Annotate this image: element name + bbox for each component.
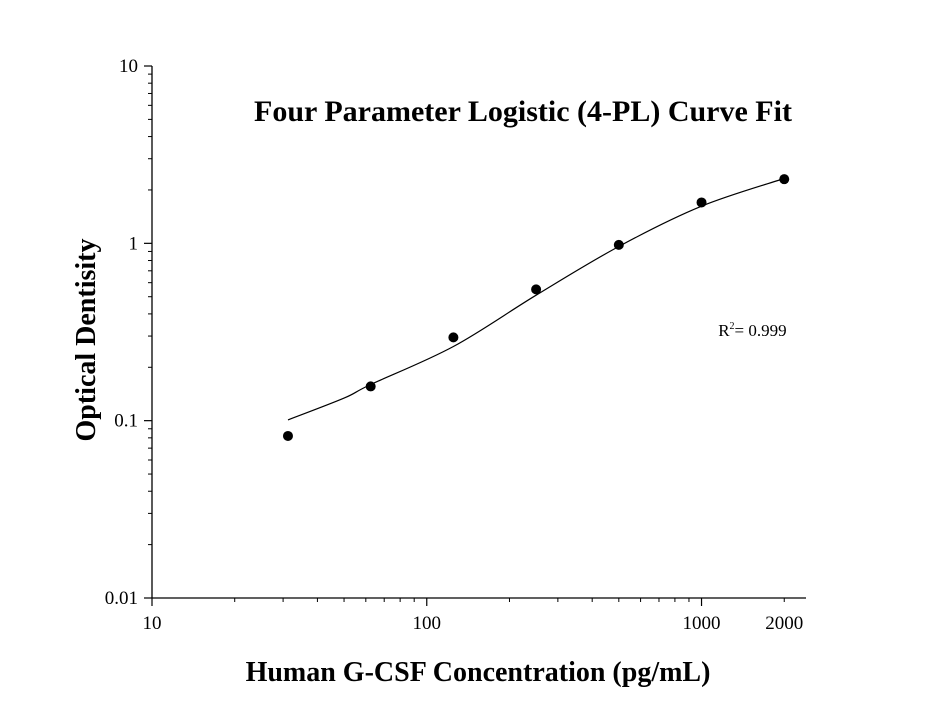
- chart-title: Four Parameter Logistic (4-PL) Curve Fit: [254, 95, 792, 128]
- ticks: [144, 65, 785, 606]
- data-point: [282, 430, 293, 441]
- data-point: [448, 332, 459, 343]
- data-point: [365, 381, 376, 392]
- y-axis-title: Optical Dentisity: [71, 239, 102, 442]
- data-point: [613, 239, 624, 250]
- x-tick-label: 2000: [765, 613, 803, 634]
- x-tick-label: 1000: [683, 613, 721, 634]
- tick-labels: 0.01 0.1 1 10 10 100 1000 2000: [105, 56, 803, 634]
- fit-curve: [287, 177, 785, 421]
- x-axis-title: Human G-CSF Concentration (pg/mL): [246, 657, 711, 688]
- y-tick-label: 0.01: [105, 588, 138, 609]
- data-points: [282, 174, 790, 441]
- data-point: [779, 174, 790, 185]
- r-value: = 0.999: [735, 321, 787, 340]
- data-point: [531, 284, 542, 295]
- y-tick-label: 0.1: [114, 411, 138, 432]
- data-point: [696, 197, 707, 208]
- axes: [151, 66, 806, 599]
- r-exponent: 2: [730, 321, 735, 332]
- r-squared-annotation: R2= 0.999: [718, 321, 786, 340]
- x-tick-label: 100: [413, 613, 442, 634]
- y-tick-label: 10: [119, 56, 138, 77]
- r-label: R: [718, 321, 730, 340]
- x-tick-label: 10: [143, 613, 162, 634]
- y-tick-label: 1: [129, 233, 139, 254]
